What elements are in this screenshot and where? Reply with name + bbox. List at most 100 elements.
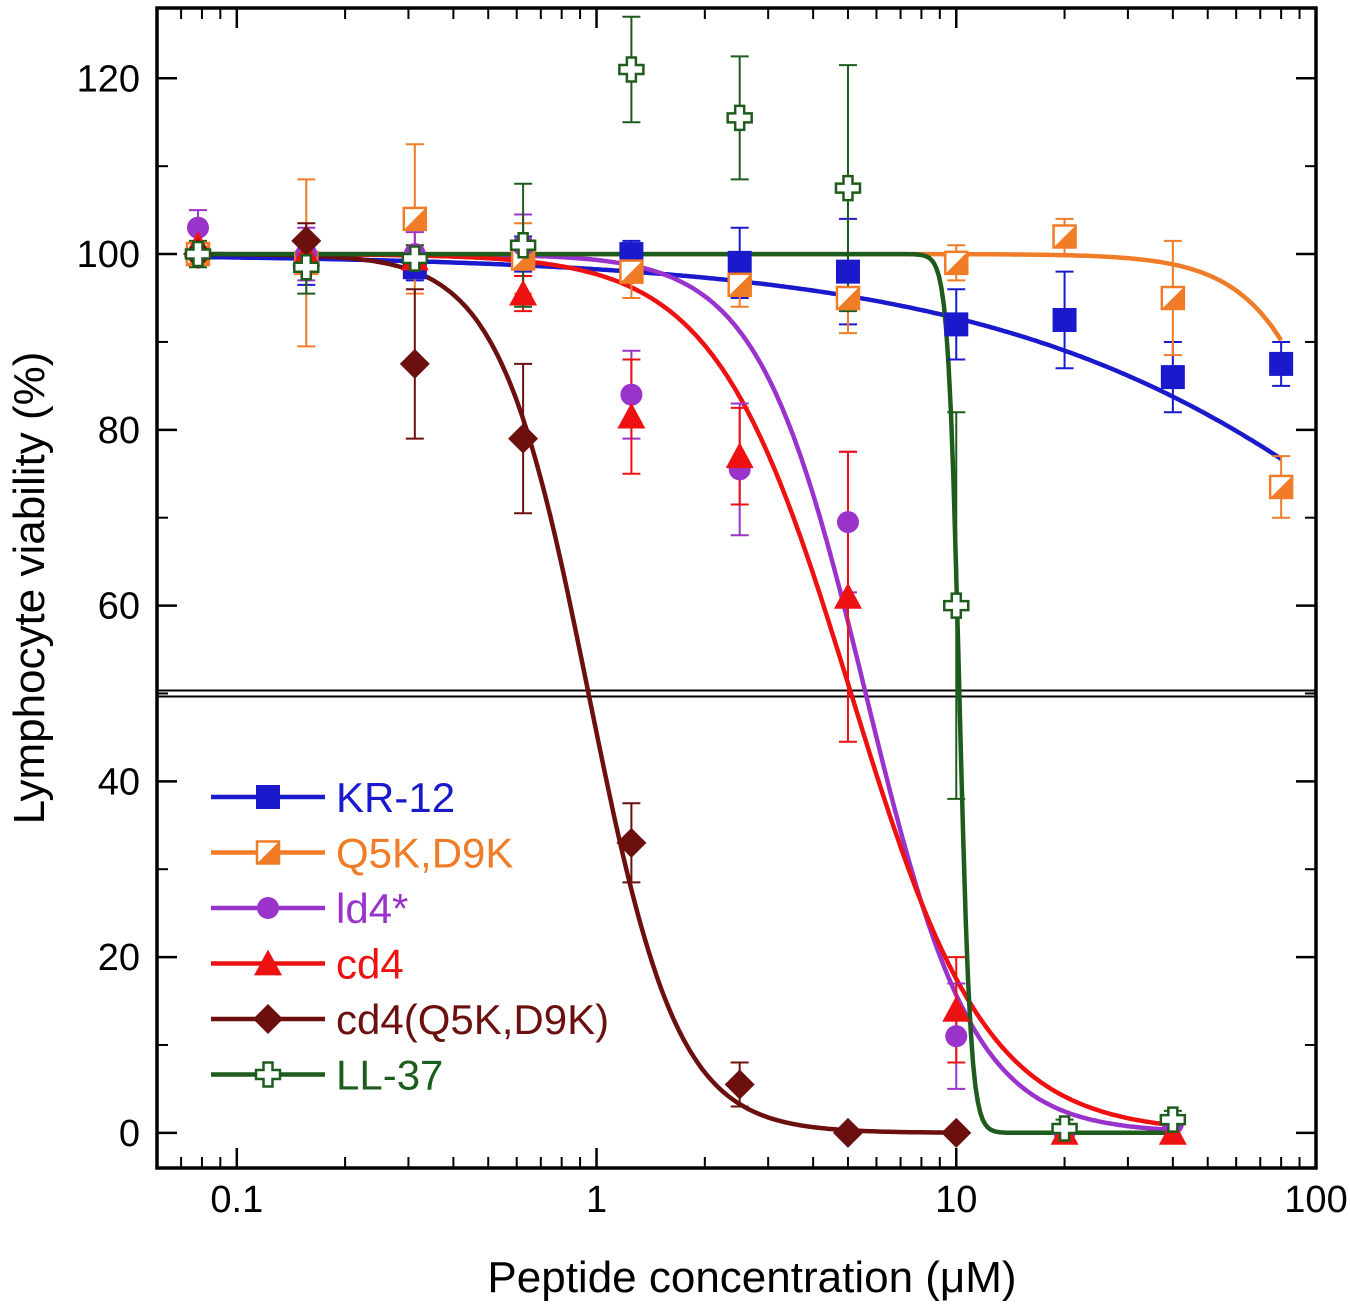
y-axis-title: Lymphocyte viability (%) <box>5 352 54 825</box>
data-point-cd4-q5k-d9k <box>724 1069 755 1100</box>
legend-label: cd4 <box>336 941 404 988</box>
y-tick-label: 20 <box>98 937 140 979</box>
circle-marker-shape <box>945 1025 968 1048</box>
data-point-kr-12 <box>944 312 969 337</box>
data-point-q5k-d9k <box>1052 224 1077 249</box>
open-cross-marker-shape <box>1159 1106 1187 1133</box>
x-tick-label: 100 <box>1284 1179 1347 1221</box>
legend-label: ld4* <box>336 885 408 932</box>
x-axis-title: Peptide concentration (μM) <box>487 1253 1016 1302</box>
reference-line-50 <box>157 689 1316 698</box>
legend-swatch-marker <box>253 1004 283 1034</box>
half-square-fill <box>1161 287 1184 309</box>
diamond-marker-shape <box>832 1117 863 1148</box>
data-point-ll-37 <box>943 592 970 619</box>
x-tick-label: 1 <box>586 1179 607 1221</box>
half-square-fill <box>403 207 426 230</box>
data-point-cd4 <box>942 995 971 1022</box>
data-point-kr-12 <box>1052 307 1077 332</box>
legend-swatch-marker <box>254 949 282 976</box>
legend-item-kr-12: KR-12 <box>211 774 455 821</box>
square-marker-shape <box>256 785 280 809</box>
data-point-cd4-q5k-d9k <box>508 423 539 454</box>
legend-item-ll-37: LL-37 <box>211 1052 443 1099</box>
data-point-cd4-q5k-d9k <box>616 827 647 858</box>
legend-label: LL-37 <box>336 1052 443 1099</box>
half-square-fill <box>836 287 859 309</box>
open-cross-marker-shape <box>1051 1115 1078 1142</box>
data-point-q5k-d9k <box>619 259 644 284</box>
data-point-q5k-d9k <box>1160 285 1186 311</box>
circle-marker-shape <box>836 511 859 534</box>
open-cross-marker-shape <box>834 174 862 202</box>
square-marker-shape <box>1052 307 1077 332</box>
open-cross-marker-shape <box>254 1061 282 1088</box>
square-marker-shape <box>835 259 860 284</box>
open-cross-marker-shape <box>726 104 753 132</box>
diamond-marker-shape <box>399 348 430 379</box>
data-point-ld4 <box>186 216 209 239</box>
x-tick-label: 0.1 <box>210 1179 263 1221</box>
square-marker-shape <box>944 312 969 337</box>
legend-swatch-marker <box>257 897 279 919</box>
data-point-cd4 <box>617 402 646 429</box>
triangle-marker-shape <box>617 402 646 429</box>
open-cross-marker-shape <box>943 592 970 619</box>
data-point-ll-37 <box>184 240 212 268</box>
data-point-kr-12 <box>835 259 860 284</box>
open-cross-marker-shape <box>184 240 212 268</box>
data-point-ld4 <box>836 511 859 534</box>
legend-label: Q5K,D9K <box>336 830 513 877</box>
legend-swatch-marker <box>254 1061 282 1088</box>
y-axis-ticks: 0 20 40 60 80 100 120 <box>77 58 1316 1155</box>
y-tick-label: 100 <box>77 234 140 276</box>
data-point-cd4-q5k-d9k <box>291 225 322 256</box>
x-axis-ticks: 0.1 1 10 100 <box>180 8 1348 1221</box>
legend: KR-12 Q5K,D9K ld4* cd4 cd4(Q5K,D9K) LL-37 <box>211 774 609 1099</box>
circle-marker-shape <box>186 216 209 239</box>
diamond-marker-shape <box>291 225 322 256</box>
half-square-fill <box>1270 475 1293 498</box>
data-point-kr-12 <box>1269 351 1294 376</box>
plot-frame <box>155 6 1318 1170</box>
open-cross-marker-shape <box>618 56 645 83</box>
data-point-q5k-d9k <box>727 272 752 298</box>
legend-label: KR-12 <box>336 774 455 821</box>
fit-curve-ll-37 <box>198 251 1173 1136</box>
data-point-ll-37 <box>509 232 537 259</box>
half-square-fill <box>945 251 968 274</box>
data-point-cd4 <box>833 582 862 609</box>
open-cross-marker-shape <box>401 245 429 272</box>
triangle-marker-shape <box>509 279 538 306</box>
open-cross-marker-shape <box>293 253 320 281</box>
data-point-kr-12 <box>1160 365 1185 390</box>
data-point-ll-37 <box>401 245 429 272</box>
open-cross-marker-shape <box>509 232 537 259</box>
y-tick-label: 80 <box>98 410 140 452</box>
data-point-cd4 <box>725 442 754 469</box>
data-point-cd4-q5k-d9k <box>399 348 430 379</box>
half-square-fill <box>620 260 643 283</box>
data-point-ll-37 <box>1051 1115 1078 1142</box>
data-point-ld4 <box>945 1025 968 1048</box>
data-point-kr-12 <box>727 250 752 275</box>
y-tick-label: 40 <box>98 761 140 803</box>
legend-swatch-marker <box>255 840 281 865</box>
data-point-cd4-q5k-d9k <box>941 1117 972 1148</box>
half-square-fill <box>728 273 751 296</box>
legend-item-ld4: ld4* <box>211 885 408 932</box>
y-tick-label: 120 <box>77 58 140 100</box>
data-point-cd4 <box>509 279 538 306</box>
data-point-ll-37 <box>726 104 753 132</box>
diamond-marker-shape <box>616 827 647 858</box>
x-tick-label: 10 <box>935 1179 977 1221</box>
data-point-ll-37 <box>293 253 320 281</box>
circle-marker-shape <box>257 897 279 919</box>
y-tick-label: 60 <box>98 586 140 628</box>
data-point-ld4 <box>620 383 643 406</box>
diamond-marker-shape <box>253 1004 283 1034</box>
diamond-marker-shape <box>508 423 539 454</box>
legend-item-cd4: cd4 <box>211 941 404 988</box>
triangle-marker-shape <box>725 442 754 469</box>
